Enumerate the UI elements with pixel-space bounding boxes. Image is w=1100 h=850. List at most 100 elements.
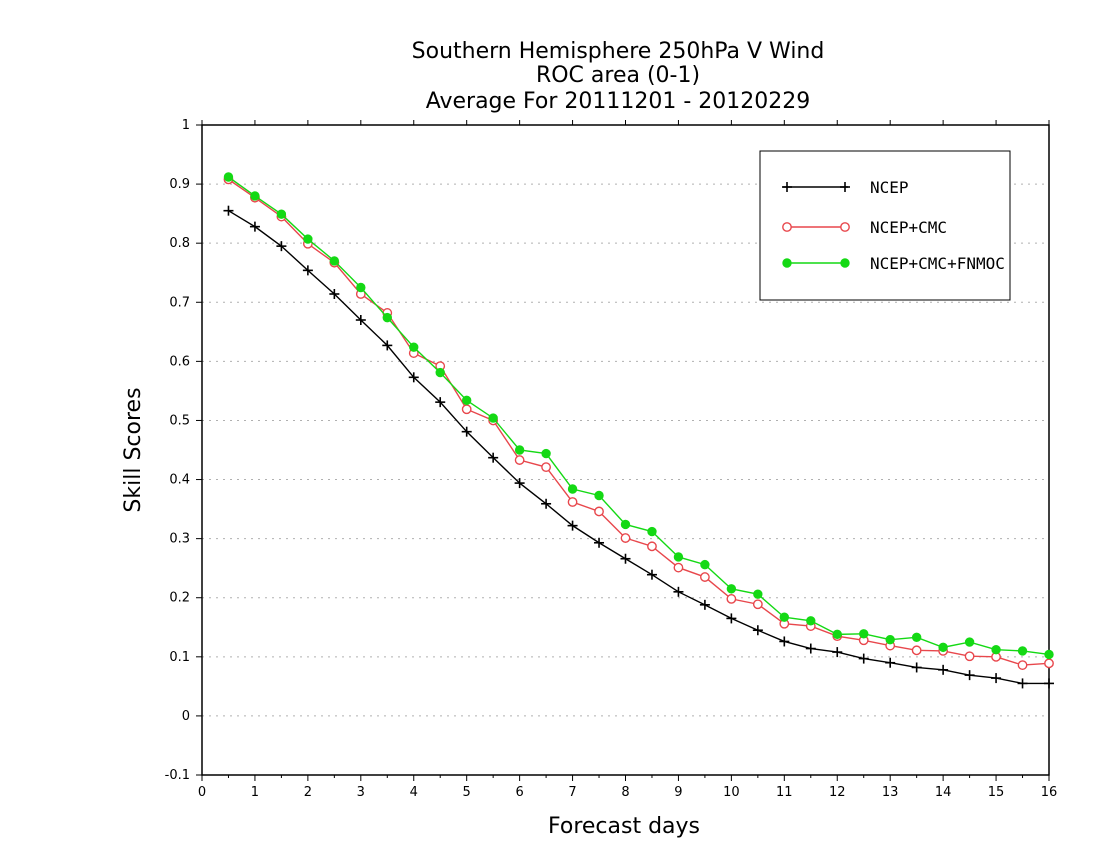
- data-point: [726, 584, 737, 594]
- chart-title-line-2: ROC area (0-1): [536, 63, 700, 88]
- data-point: [303, 234, 313, 244]
- legend-box: [759, 150, 1011, 301]
- data-point: [1017, 646, 1028, 656]
- legend-label: NCEP: [870, 178, 909, 197]
- data-point: [382, 312, 392, 323]
- data-series: [223, 172, 1054, 689]
- data-point: [885, 657, 896, 668]
- x-tick-label: 10: [723, 785, 740, 800]
- series-0: [223, 205, 1054, 689]
- data-point: [594, 537, 605, 548]
- data-point: [514, 455, 525, 465]
- y-tick-label: 0: [182, 709, 190, 724]
- data-point: [991, 673, 1002, 684]
- data-point: [356, 282, 366, 293]
- data-point: [938, 664, 949, 675]
- x-tick-label: 7: [568, 785, 576, 800]
- data-point: [699, 599, 710, 610]
- data-point: [620, 519, 631, 530]
- data-point: [541, 498, 552, 509]
- data-point: [673, 552, 684, 562]
- data-point: [1044, 678, 1054, 689]
- data-point: [382, 340, 393, 351]
- data-point: [461, 395, 472, 406]
- data-point: [647, 526, 657, 537]
- data-point: [435, 397, 446, 408]
- data-point: [488, 452, 499, 463]
- data-point: [567, 520, 578, 531]
- data-point: [567, 484, 578, 494]
- x-tick-label: 3: [357, 785, 365, 800]
- data-point: [832, 647, 843, 658]
- y-tick-label: 0.9: [169, 177, 190, 192]
- data-point: [276, 241, 287, 252]
- data-point: [859, 629, 869, 639]
- series-2: [223, 172, 1054, 660]
- legend-label: NCEP+CMC: [870, 218, 947, 237]
- legend-marker: [782, 182, 792, 192]
- data-point: [249, 221, 260, 232]
- data-point: [752, 599, 763, 610]
- data-point: [567, 497, 578, 507]
- x-tick-label: 0: [198, 785, 206, 800]
- data-point: [223, 205, 234, 216]
- x-tick-label: 11: [776, 785, 793, 800]
- x-tick-label: 2: [304, 785, 312, 800]
- data-point: [276, 209, 287, 219]
- data-point: [700, 572, 710, 582]
- x-tick-label: 9: [674, 785, 682, 800]
- data-point: [673, 586, 684, 597]
- data-point: [408, 372, 419, 383]
- x-tick-label: 8: [621, 785, 629, 800]
- y-tick-label: 0.2: [169, 591, 190, 606]
- chart-title: Southern Hemisphere 250hPa V Wind ROC ar…: [412, 39, 825, 114]
- legend-marker: [840, 182, 850, 192]
- data-point: [832, 629, 842, 640]
- data-point: [700, 559, 710, 570]
- x-tick-label: 16: [1041, 785, 1058, 800]
- data-point: [646, 569, 657, 580]
- data-point: [911, 632, 922, 643]
- x-axis-label: Forecast days: [548, 814, 700, 839]
- data-point: [806, 616, 816, 626]
- data-point: [805, 643, 816, 654]
- y-tick-label: 0.4: [169, 473, 190, 488]
- data-point: [858, 653, 869, 664]
- x-axis-ticks: 0 1 2 3 4 5 6 7 8 9 10 11 12 13 14 15 16: [198, 120, 1057, 800]
- data-point: [541, 448, 551, 459]
- data-point: [355, 315, 366, 325]
- data-point: [911, 662, 922, 673]
- data-point: [779, 612, 790, 622]
- x-tick-label: 6: [515, 785, 523, 800]
- data-point: [488, 413, 498, 423]
- y-tick-label: -0.1: [165, 768, 190, 783]
- data-point: [647, 541, 657, 552]
- data-point: [223, 172, 234, 182]
- x-tick-label: 13: [882, 785, 899, 800]
- data-point: [620, 533, 631, 543]
- data-point: [594, 490, 604, 501]
- data-point: [938, 642, 948, 653]
- data-point: [461, 404, 472, 415]
- chart-title-line-3: Average For 20111201 - 20120229: [426, 89, 811, 114]
- legend-marker: [782, 222, 792, 232]
- data-point: [1017, 678, 1028, 689]
- chart-title-line-1: Southern Hemisphere 250hPa V Wind: [412, 39, 825, 64]
- y-tick-label: 1: [182, 118, 190, 133]
- legend: NCEP NCEP+CMC NCEP+CMC+FNMOC: [759, 150, 1011, 301]
- legend-marker: [840, 258, 850, 268]
- data-point: [964, 637, 975, 647]
- data-point: [779, 636, 790, 647]
- x-tick-label: 14: [935, 785, 952, 800]
- data-point: [964, 651, 975, 662]
- y-axis-ticks: -0.1 0 0.1 0.2 0.3 0.4 0.5 0.6 0.7 0.8 0.9 1: [165, 118, 202, 783]
- data-point: [911, 645, 922, 656]
- data-point: [964, 670, 975, 681]
- x-tick-label: 12: [829, 785, 846, 800]
- data-point: [594, 506, 604, 517]
- y-tick-label: 0.6: [169, 354, 190, 369]
- data-point: [620, 553, 631, 564]
- data-point: [541, 462, 551, 473]
- data-point: [726, 594, 737, 604]
